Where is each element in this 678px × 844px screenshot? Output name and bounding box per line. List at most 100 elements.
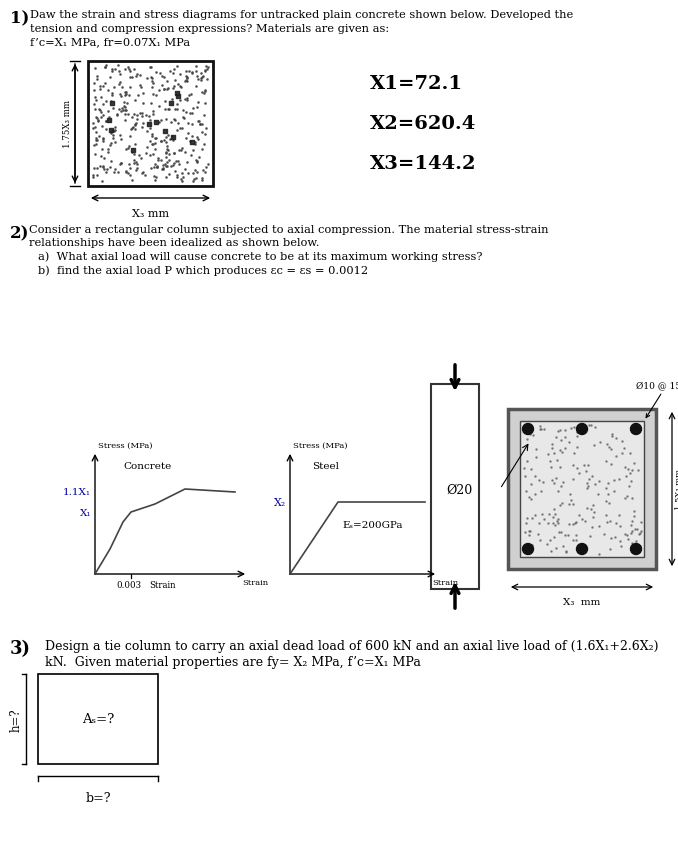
Point [165,160,176,174]
Point [626,518,637,532]
Point [120,104,131,117]
Point [167,83,178,96]
Point [199,64,210,78]
Point [89,62,100,76]
Point [193,73,203,87]
Point [549,477,559,490]
Point [129,62,140,76]
Point [117,81,127,95]
Text: Steel: Steel [312,462,339,470]
Text: 1.5X₃ mm: 1.5X₃ mm [675,469,678,510]
Point [126,71,137,84]
Point [621,529,632,543]
Point [102,146,113,160]
Point [93,114,104,127]
Point [116,106,127,119]
Point [521,517,532,530]
Text: Strain: Strain [149,581,176,589]
Point [136,153,146,166]
Point [163,82,174,95]
Point [615,520,626,533]
Point [191,132,202,145]
Point [158,84,169,97]
Point [126,111,137,125]
Point [100,115,111,128]
Point [98,160,108,173]
Point [195,118,205,132]
Point [147,138,158,152]
Point [572,430,582,443]
Point [149,175,160,188]
Text: 3): 3) [10,639,31,657]
Point [115,88,125,101]
Point [578,459,589,473]
Point [553,517,563,530]
Point [89,104,100,117]
Point [100,60,111,73]
Point [524,547,535,560]
Point [546,461,557,474]
Point [124,130,135,143]
Point [147,77,158,90]
Point [186,137,197,150]
Point [197,174,207,187]
Point [182,167,193,181]
Point [113,65,124,78]
Point [98,80,109,94]
Point [623,533,634,546]
Text: Design a tie column to carry an axial dead load of 600 kN and an axial live load: Design a tie column to carry an axial de… [45,639,658,652]
Point [624,446,635,460]
Point [605,443,616,457]
Point [186,107,197,121]
Point [123,108,134,122]
Point [170,115,180,128]
Point [544,455,555,468]
Point [153,100,164,114]
Point [170,154,181,168]
Point [107,65,118,78]
Text: Concrete: Concrete [123,462,172,470]
Point [185,149,196,163]
Point [198,138,209,152]
Point [611,517,622,530]
Point [100,95,111,108]
Bar [88,62,213,187]
Point [556,525,567,538]
Point [168,133,179,147]
Text: Stress (MPa): Stress (MPa) [98,441,153,450]
Point [172,117,183,131]
Point [203,158,214,171]
Point [586,470,597,484]
Point [181,95,192,108]
Point [152,161,163,175]
Point [164,148,175,161]
Point [188,173,199,187]
Text: 1): 1) [10,10,29,27]
Point [148,161,159,175]
Point [601,509,612,522]
Point [188,102,199,116]
Point [580,514,591,528]
Text: Ø10 @ 15 cm: Ø10 @ 15 cm [636,381,678,418]
Point [584,530,595,544]
Point [96,143,107,157]
Point [602,477,613,490]
Point [184,107,195,121]
Point [553,526,564,539]
Point [193,133,204,146]
Text: tension and compression expressions? Materials are given as:: tension and compression expressions? Mat… [30,24,389,34]
Point [110,62,121,76]
Point [111,109,122,122]
Point [555,461,565,474]
Point [115,159,125,172]
Point [89,84,100,98]
Point [132,162,143,176]
Point [117,104,128,117]
Point [109,136,120,149]
Point [116,157,127,170]
Point [565,487,576,500]
Point [556,496,567,510]
Point [192,154,203,168]
Point [88,162,99,176]
Point [604,542,615,555]
